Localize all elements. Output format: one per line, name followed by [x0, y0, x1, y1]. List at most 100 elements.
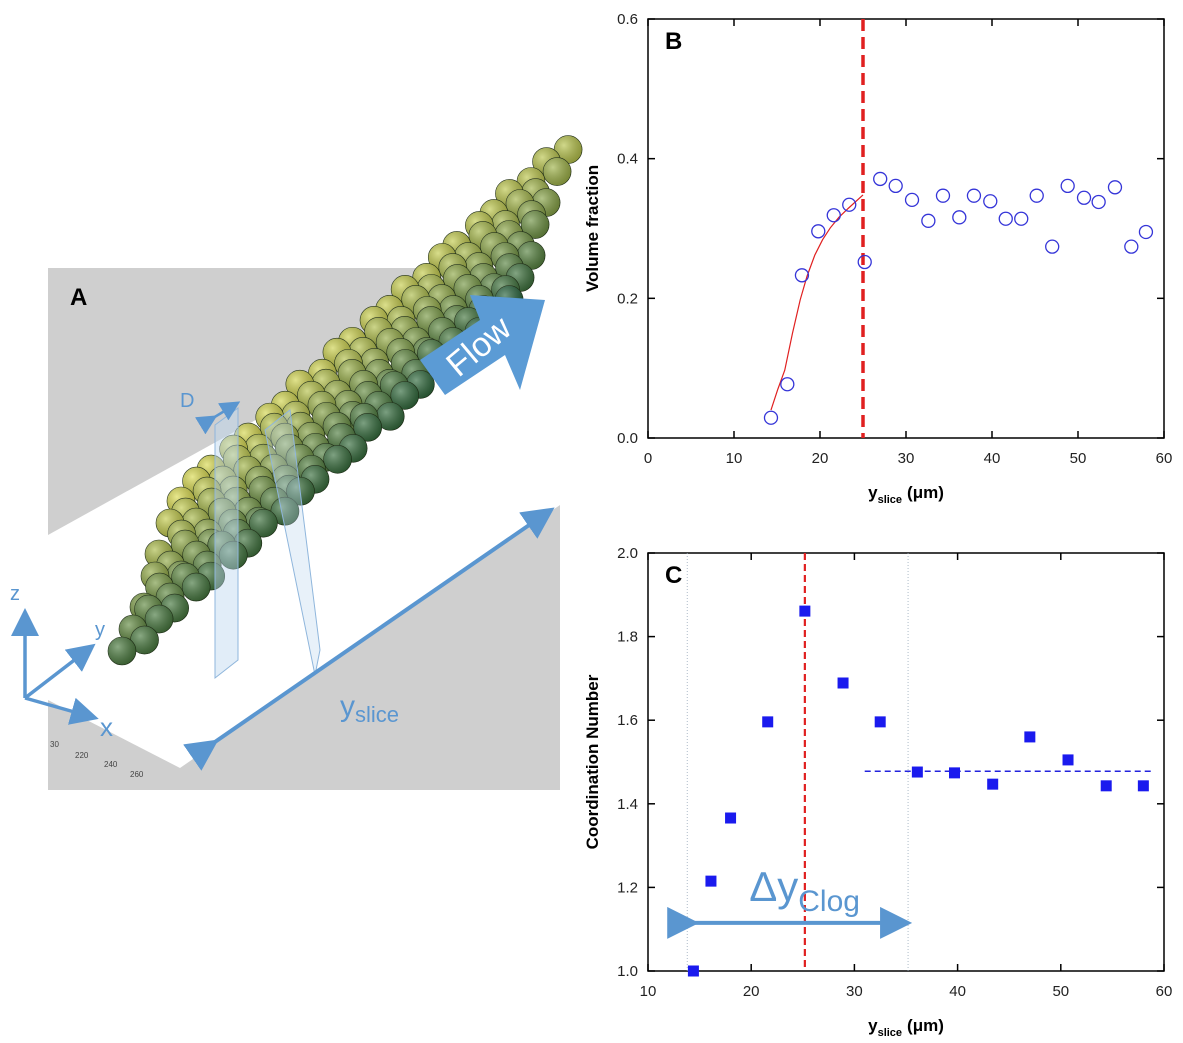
x-tick-label: 10 — [726, 450, 743, 467]
plot-frame — [647, 552, 1165, 972]
slice-plane — [214, 407, 239, 680]
x-tick-label: 40 — [949, 983, 966, 1000]
point — [1107, 180, 1123, 195]
point — [725, 812, 737, 824]
x-tick-label: 20 — [743, 983, 760, 1000]
panel-label: C — [665, 562, 682, 589]
point — [687, 965, 699, 977]
point — [998, 211, 1013, 226]
y-tick-label: 1.6 — [617, 712, 638, 729]
point — [904, 192, 920, 208]
axis-arrow — [23, 643, 96, 700]
panel-label: B — [665, 28, 682, 55]
point — [1124, 239, 1139, 254]
annotation: ΔyClog — [749, 863, 860, 918]
y-slice-label: yslice — [340, 690, 399, 727]
sphere-shade — [517, 241, 546, 270]
point — [1138, 224, 1154, 240]
x-tick-label: 50 — [1052, 983, 1069, 1000]
point — [763, 410, 779, 425]
y-tick-label: 0.0 — [617, 430, 638, 447]
x-label-main: y — [868, 483, 878, 502]
point — [1024, 731, 1036, 743]
point — [857, 254, 872, 270]
point — [762, 716, 774, 728]
y-axis-label: Volume fraction — [583, 165, 602, 292]
point — [874, 716, 886, 728]
point — [780, 377, 795, 392]
axis-name: z — [10, 583, 20, 605]
y-slice-arrow — [183, 507, 555, 771]
y-tick-label: 1.0 — [617, 963, 638, 980]
point — [826, 208, 841, 223]
y-tick-label: 0.4 — [617, 151, 638, 168]
tick-label: 240 — [104, 760, 118, 769]
y-tick-label: 1.2 — [617, 879, 638, 896]
plot-frame — [647, 18, 1165, 439]
y-tick-label: 1.4 — [617, 796, 638, 813]
point — [842, 197, 857, 212]
x-tick-label: 0 — [644, 450, 652, 467]
sphere-shade — [182, 573, 211, 602]
point — [1014, 211, 1029, 226]
point — [1100, 780, 1112, 792]
point — [799, 605, 811, 617]
x-tick-label: 10 — [640, 983, 657, 1000]
point — [1045, 239, 1060, 254]
point — [911, 766, 923, 778]
sphere-shade — [353, 413, 382, 442]
y-tick-label: 1.8 — [617, 629, 638, 646]
panel-label: A — [70, 284, 87, 311]
x-tick-label: 30 — [898, 450, 915, 467]
point — [1060, 178, 1075, 194]
point — [987, 778, 999, 790]
d-arrow — [194, 401, 241, 435]
point — [949, 767, 961, 779]
x-tick-label: 20 — [812, 450, 829, 467]
panel-a: Flow A D z y x yslice 30 220 240 260 — [10, 135, 583, 790]
y-tick-label: 0.2 — [617, 290, 638, 307]
x-axis-label: yslice (μm) — [868, 483, 944, 506]
x-tick-label: 60 — [1156, 983, 1173, 1000]
x-label-sub: slice — [878, 1027, 902, 1039]
x-tick-label: 50 — [1070, 450, 1087, 467]
point — [1076, 190, 1092, 205]
point — [873, 171, 888, 187]
point — [1091, 194, 1106, 210]
flow-arrow — [420, 295, 545, 395]
point — [837, 677, 849, 689]
label-main: y — [340, 690, 355, 723]
x-tick-label: 60 — [1156, 450, 1173, 467]
label-sub: slice — [355, 702, 399, 727]
point — [952, 210, 967, 225]
y-tick-label: 2.0 — [617, 545, 638, 562]
sphere-shade — [108, 637, 136, 665]
x-label-main: y — [868, 1016, 878, 1035]
y-axis-label: Coordination Number — [583, 674, 602, 849]
point — [1137, 780, 1149, 792]
point — [935, 188, 951, 203]
sphere-shade — [390, 381, 419, 410]
point — [811, 224, 826, 239]
x-label-unit: (μm) — [907, 1016, 944, 1035]
sphere-shade — [145, 605, 174, 634]
point — [983, 194, 998, 209]
annotation-main: Δy — [749, 863, 798, 910]
x-label-sub: slice — [878, 494, 902, 506]
x-tick-label: 30 — [846, 983, 863, 1000]
tick-label: 260 — [130, 770, 144, 779]
axis-name: y — [95, 619, 105, 641]
sphere-shade — [376, 402, 405, 431]
sphere-shade — [323, 445, 352, 474]
point — [888, 178, 903, 194]
axis-name: x — [100, 712, 113, 742]
point — [705, 875, 717, 887]
sphere-shade — [554, 135, 583, 164]
annotation-sub: Clog — [798, 885, 860, 918]
sphere-shade — [130, 626, 159, 655]
sphere-shade — [543, 157, 572, 186]
point — [921, 213, 936, 228]
x-label-unit: (μm) — [907, 483, 944, 502]
point — [966, 188, 982, 203]
